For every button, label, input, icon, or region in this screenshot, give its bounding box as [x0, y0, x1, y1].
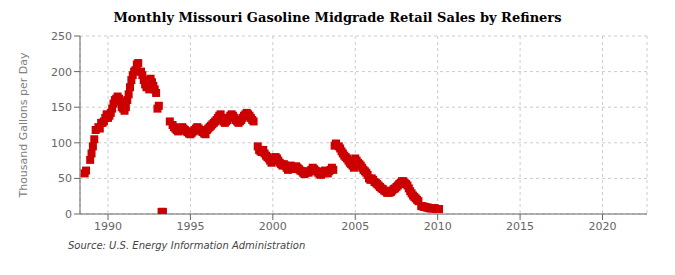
svg-text:Thousand Gallons per Day: Thousand Gallons per Day	[17, 52, 30, 199]
svg-text:0: 0	[65, 208, 72, 221]
svg-text:50: 50	[58, 172, 72, 185]
svg-text:2005: 2005	[341, 220, 369, 233]
svg-text:150: 150	[51, 101, 72, 114]
svg-text:1990: 1990	[94, 220, 122, 233]
svg-text:1995: 1995	[176, 220, 204, 233]
svg-text:2010: 2010	[424, 220, 452, 233]
html-text:Source: U.S. Energy Informatio: Source: U.S. Energy Information Administ…	[68, 240, 306, 251]
svg-text:2020: 2020	[588, 220, 616, 233]
html-text:Monthly Missouri Gasoline Midg: Monthly Missouri Gasoline Midgrade Retai…	[113, 10, 562, 25]
svg-text:2015: 2015	[506, 220, 534, 233]
svg-text:2000: 2000	[259, 220, 287, 233]
svg-text:100: 100	[51, 137, 72, 150]
svg-text:200: 200	[51, 66, 72, 79]
svg-text:250: 250	[51, 30, 72, 43]
